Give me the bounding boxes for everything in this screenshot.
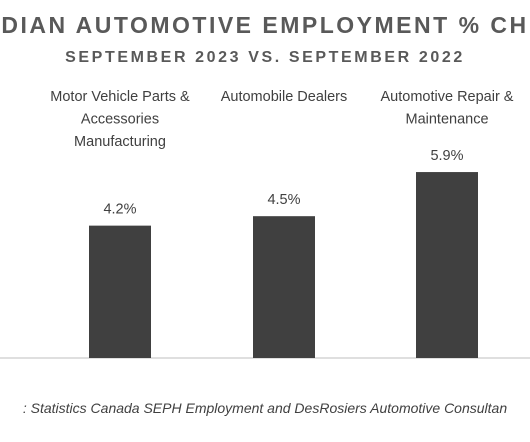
data-label: 4.5% (267, 192, 300, 208)
bar (89, 225, 151, 358)
source-note: : Statistics Canada SEPH Employment and … (22, 400, 508, 416)
chart-subtitle: SEPTEMBER 2023 VS. SEPTEMBER 2022 (65, 49, 465, 66)
bar (416, 172, 478, 358)
data-label: 4.2% (103, 202, 136, 218)
chart-title: DIAN AUTOMOTIVE EMPLOYMENT % CH (1, 12, 529, 38)
category-label: Motor Vehicle Parts & Accessories Manufact… (50, 89, 190, 150)
bar (253, 216, 315, 358)
category-label: Automotive Repair & Maintenance (381, 89, 514, 128)
category-label: Automobile Dealers (221, 89, 348, 105)
data-label: 5.9% (430, 148, 463, 164)
